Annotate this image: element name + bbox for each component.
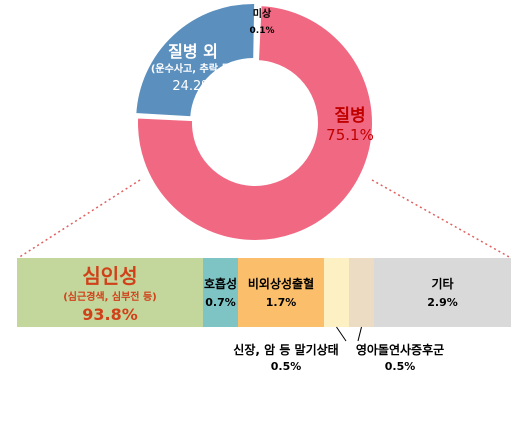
donut-slice-group-1 <box>134 1 257 119</box>
bar-value-3: 0.5% <box>271 360 302 373</box>
bar-segment-3 <box>324 258 349 327</box>
bar-segment-1 <box>203 258 238 327</box>
bar-leader-4 <box>357 326 362 342</box>
bar-leader-3 <box>336 326 347 342</box>
donut-slice-0 <box>136 3 374 242</box>
slice-value-nondisease: 24.2% <box>172 79 213 94</box>
bar-segment-4 <box>349 258 374 327</box>
slice-value-unknown: 0.1% <box>250 26 275 36</box>
slice-sublabel-nondisease: (운수사고, 추락 등) <box>151 62 235 75</box>
bar-label-1: 호흡성 <box>204 276 237 291</box>
bar-label-3: 신장, 암 등 말기상태 <box>233 342 338 357</box>
bar-value-0: 93.8% <box>82 305 138 324</box>
bar-label-5: 기타 <box>431 276 453 291</box>
bar-sublabel-0: (심근경색, 심부전 등) <box>63 290 157 303</box>
donut-slice-group-2 <box>255 4 262 63</box>
donut-slice-1 <box>134 1 257 119</box>
bar-value-1: 0.7% <box>205 296 236 309</box>
bar-label-2: 비외상성출혈 <box>248 276 314 291</box>
donut-slice-2 <box>255 4 262 63</box>
connector-line-right <box>371 179 512 259</box>
slice-label-disease: 질병 <box>334 105 365 126</box>
bar-segment-2 <box>238 258 324 327</box>
slice-label-unknown: 미상 <box>253 7 272 20</box>
slice-label-nondisease: 질병 외 <box>168 42 218 61</box>
bar-segment-0 <box>17 258 203 327</box>
bar-label-4: 영아돌연사증후군 <box>356 342 444 357</box>
bar-value-2: 1.7% <box>266 296 297 309</box>
connector-line-left <box>17 179 141 259</box>
bar-value-5: 2.9% <box>427 296 458 309</box>
donut-slice-group-0 <box>136 3 374 242</box>
bar-segment-5 <box>374 258 511 327</box>
slice-value-disease: 75.1% <box>326 126 374 144</box>
bar-label-0: 심인성 <box>82 264 137 288</box>
bar-value-4: 0.5% <box>385 360 416 373</box>
